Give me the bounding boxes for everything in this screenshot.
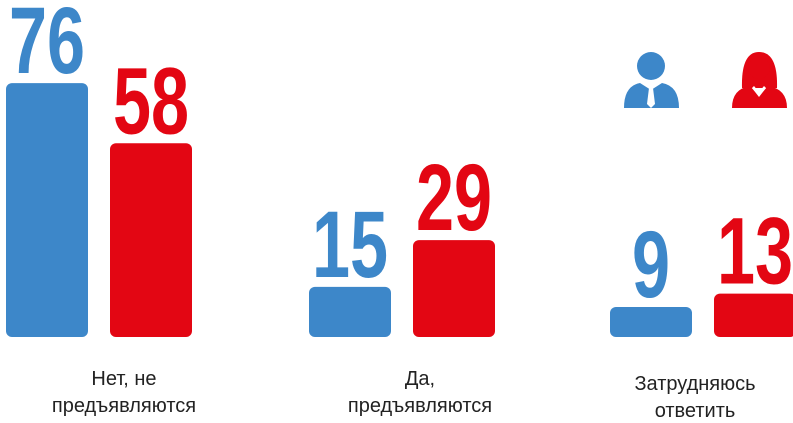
category-label: Затрудняюсь ответить bbox=[634, 373, 756, 422]
male-icon bbox=[624, 52, 679, 108]
bar bbox=[6, 83, 88, 337]
bar bbox=[110, 143, 192, 337]
category-label: Нет, не предъявляются bbox=[51, 368, 197, 417]
female-icon bbox=[732, 52, 787, 108]
value-label: 76 bbox=[9, 0, 85, 94]
bar bbox=[309, 286, 391, 337]
bar bbox=[610, 306, 692, 337]
value-label: 13 bbox=[717, 198, 793, 305]
bar bbox=[714, 293, 793, 337]
category-label: Да, предъявляются bbox=[347, 368, 493, 417]
value-label: 15 bbox=[312, 191, 388, 298]
value-label: 29 bbox=[416, 144, 492, 251]
value-label: 58 bbox=[113, 47, 189, 154]
value-label: 9 bbox=[632, 211, 670, 318]
bar bbox=[413, 240, 495, 337]
